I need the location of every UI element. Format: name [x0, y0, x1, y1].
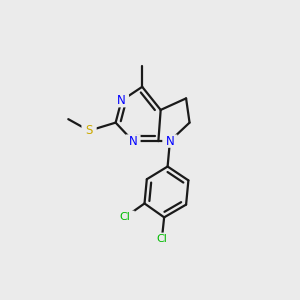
FancyBboxPatch shape: [115, 211, 135, 224]
Text: N: N: [129, 135, 137, 148]
FancyBboxPatch shape: [81, 124, 97, 137]
Text: N: N: [166, 135, 174, 148]
Text: S: S: [85, 124, 93, 137]
Text: N: N: [117, 94, 126, 107]
FancyBboxPatch shape: [152, 232, 172, 246]
Text: Cl: Cl: [119, 212, 130, 222]
FancyBboxPatch shape: [125, 134, 141, 148]
Text: Cl: Cl: [156, 234, 167, 244]
FancyBboxPatch shape: [162, 134, 178, 148]
FancyBboxPatch shape: [114, 94, 129, 107]
